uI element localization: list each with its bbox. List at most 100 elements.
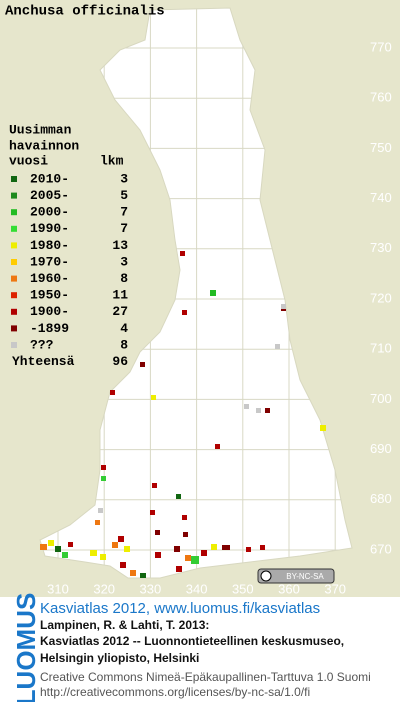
legend-count: 3: [120, 254, 128, 269]
legend-count: 7: [120, 205, 128, 220]
y-tick-label: 770: [370, 39, 392, 54]
observation: [265, 408, 270, 413]
atlas-link: Kasviatlas 2012, www.luomus.fi/kasviatla…: [40, 600, 320, 617]
observation: [68, 542, 73, 547]
observation: [124, 546, 130, 552]
x-tick-label: 310: [47, 581, 69, 596]
legend-count: 5: [120, 188, 128, 203]
legend-count: 7: [120, 221, 128, 236]
legend-swatch: [11, 192, 17, 199]
legend-swatch: [11, 176, 17, 182]
y-tick-label: 760: [370, 90, 392, 105]
observation: [101, 465, 106, 470]
y-tick-label: 690: [370, 441, 392, 456]
y-tick-label: 710: [370, 341, 392, 356]
y-tick-label: 720: [370, 290, 392, 305]
observation: [100, 554, 106, 560]
legend-total-label: Yhteensä: [12, 354, 75, 369]
observation: [222, 545, 230, 550]
y-tick-label: 700: [370, 391, 392, 406]
legend-heading: vuosi: [9, 153, 48, 168]
observation: [320, 425, 326, 431]
observation: [182, 310, 187, 315]
legend-label: ???: [30, 337, 54, 352]
legend-swatch: [11, 342, 17, 348]
legend-label: 1960-: [30, 271, 69, 286]
observation: [183, 532, 188, 537]
y-tick-label: 740: [370, 190, 392, 205]
legend-count: 4: [120, 321, 128, 336]
observation: [260, 545, 265, 550]
legend-swatch: [11, 275, 17, 282]
observation: [211, 544, 217, 550]
observation: [256, 408, 261, 413]
x-tick-label: 360: [278, 581, 300, 596]
legend-count: 8: [120, 337, 128, 352]
y-tick-label: 750: [370, 140, 392, 155]
observation: [62, 552, 68, 558]
brand: LUOMUS: [11, 593, 41, 702]
observation: [101, 476, 106, 481]
legend-swatch: [11, 308, 17, 315]
observation: [150, 510, 155, 515]
observation: [118, 536, 124, 542]
legend-count: 11: [112, 288, 128, 303]
legend-count: 27: [112, 304, 128, 319]
legend-swatch: [11, 292, 17, 299]
y-tick-label: 670: [370, 541, 392, 556]
legend-label: 2005-: [30, 188, 69, 203]
observation: [48, 540, 54, 546]
citation-line: Helsingin yliopisto, Helsinki: [40, 651, 199, 665]
legend-label: 1970-: [30, 254, 69, 269]
observation: [281, 304, 286, 309]
observation: [244, 404, 249, 409]
x-tick-label: 340: [186, 581, 208, 596]
observation: [98, 508, 103, 513]
legend-label: 1950-: [30, 288, 69, 303]
license-line: Creative Commons Nimeä-Epäkaupallinen-Ta…: [40, 670, 371, 684]
legend-swatch: [11, 242, 17, 249]
legend-count: 13: [112, 238, 128, 253]
observation: [151, 395, 156, 400]
observation: [176, 494, 181, 499]
legend-heading: Uusimman: [9, 122, 72, 137]
observations: [40, 251, 326, 578]
legend-count: 8: [120, 271, 128, 286]
legend-swatch: [11, 209, 17, 216]
observation: [120, 562, 126, 568]
y-tick-label: 730: [370, 240, 392, 255]
y-tick-label: 680: [370, 491, 392, 506]
observation: [155, 552, 161, 558]
observation: [155, 530, 160, 535]
legend-count-heading: lkm: [100, 153, 124, 168]
legend-label: -1899: [30, 321, 69, 336]
legend-label: 1900-: [30, 304, 69, 319]
observation: [112, 542, 118, 548]
legend-swatch: [11, 325, 17, 332]
observation: [152, 483, 157, 488]
legend-count: 3: [120, 171, 128, 186]
observation: [201, 550, 207, 556]
legend-swatch: [11, 225, 17, 232]
x-tick-label: 330: [140, 581, 162, 596]
x-tick-label: 320: [93, 581, 115, 596]
observation: [40, 544, 47, 550]
citation-line: Lampinen, R. & Lahti, T. 2013:: [40, 618, 209, 632]
legend-total: 96: [112, 354, 128, 369]
license-line: http://creativecommons.org/licenses/by-n…: [40, 685, 310, 699]
legend-label: 1990-: [30, 221, 69, 236]
x-tick-label: 350: [232, 581, 254, 596]
legend-heading: havainnon: [9, 138, 79, 153]
observation: [215, 444, 220, 449]
observation: [182, 515, 187, 520]
observation: [210, 290, 216, 296]
legend-label: 2000-: [30, 205, 69, 220]
finland-outline: [39, 7, 353, 579]
observation: [185, 555, 191, 561]
legend: Uusimman havainnon vuosi lkm 2010- 3 2005-…: [9, 122, 128, 369]
legend-label: 1980-: [30, 238, 69, 253]
observation: [95, 520, 100, 525]
observation: [275, 344, 280, 349]
cc-icon: [260, 570, 272, 582]
